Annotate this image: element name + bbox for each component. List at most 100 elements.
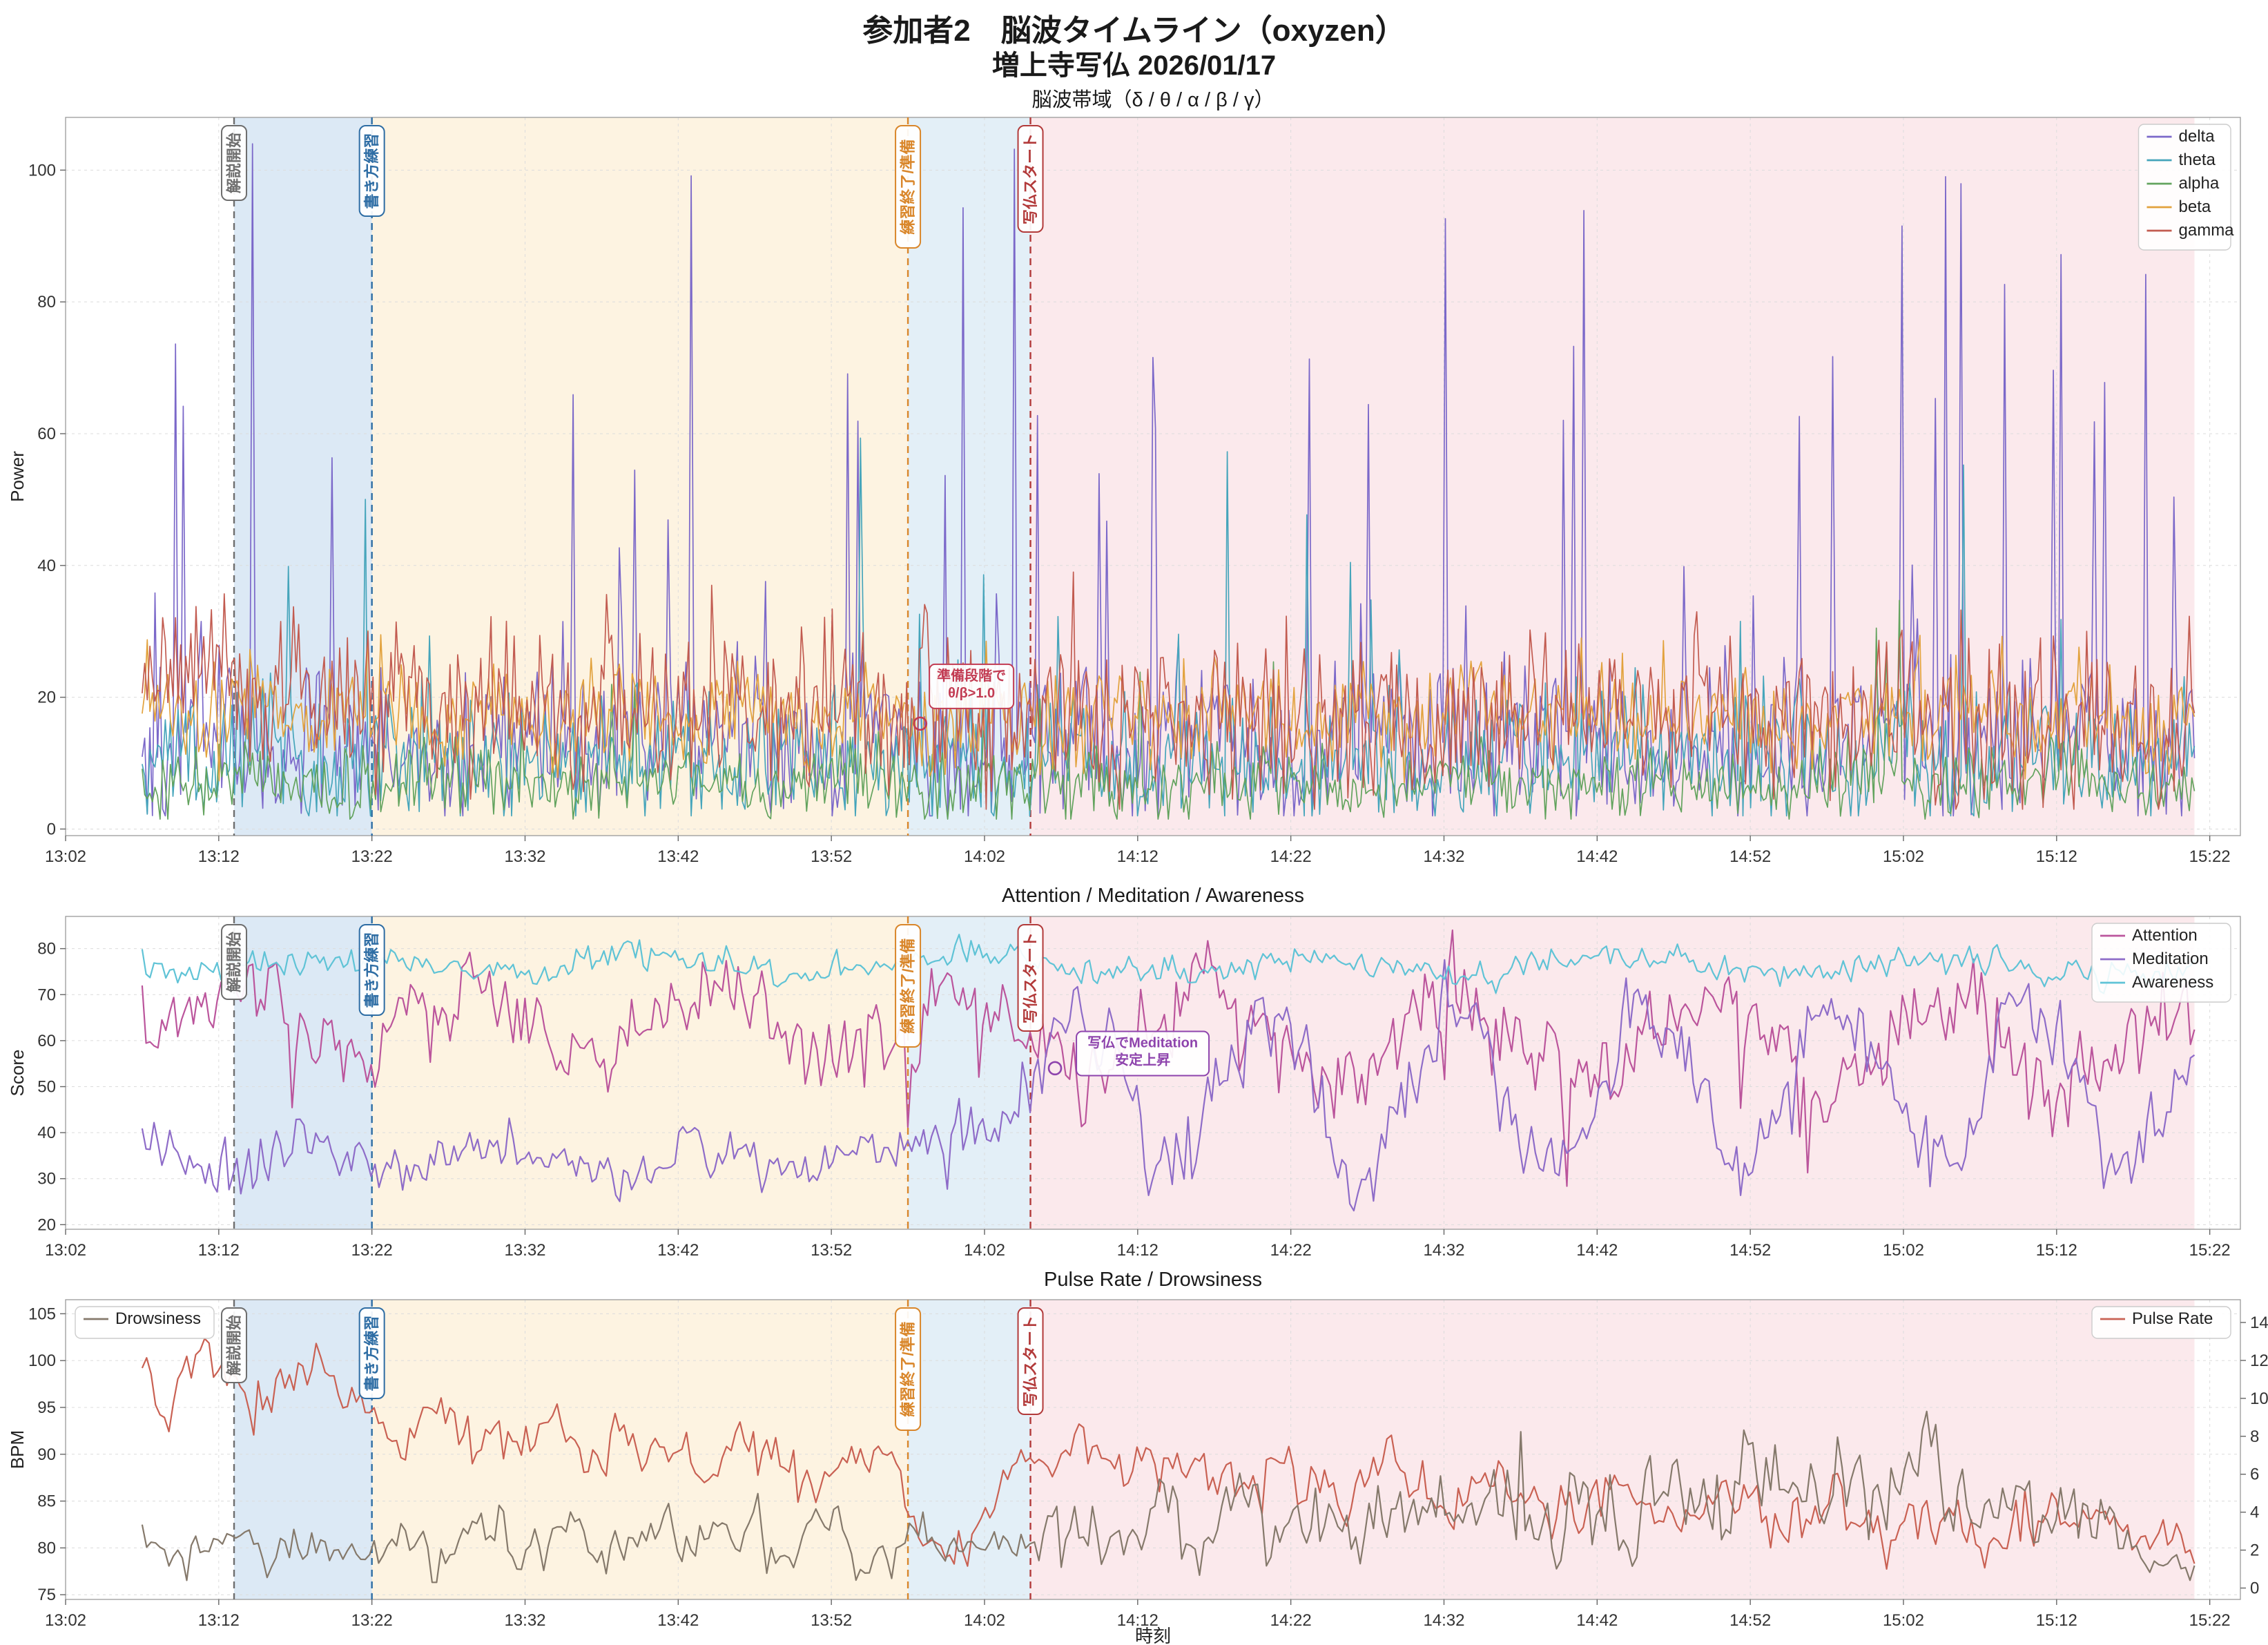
y-tick-label: 90 bbox=[37, 1445, 56, 1464]
series-line-theta bbox=[142, 437, 2196, 817]
phase-label-text: 解説開始 bbox=[226, 133, 243, 193]
y-right-tick-label: 10 bbox=[2250, 1389, 2268, 1408]
x-tick-label: 13:02 bbox=[45, 1241, 86, 1260]
phase-label-text: 写仏スタート bbox=[1022, 1316, 1039, 1407]
y-tick-label: 80 bbox=[37, 1539, 56, 1557]
phase-label: 解説開始 bbox=[221, 924, 248, 1000]
y-tick-label: 40 bbox=[37, 1124, 56, 1142]
y-tick-label: 95 bbox=[37, 1398, 56, 1417]
phase-label-text: 解説開始 bbox=[226, 1315, 243, 1376]
x-axis-title: 時刻 bbox=[1135, 1626, 1171, 1645]
legend-label: Pulse Rate bbox=[2132, 1309, 2213, 1328]
subplot-title: Pulse Rate / Drowsiness bbox=[1044, 1269, 1262, 1291]
phase-label-text: 練習終了/準備 bbox=[900, 1321, 917, 1416]
phase-label: 写仏スタート bbox=[1017, 125, 1044, 233]
phase-label: 練習終了/準備 bbox=[895, 1307, 922, 1431]
x-tick-label: 14:12 bbox=[1117, 847, 1159, 866]
phase-label-text: 書き方練習 bbox=[363, 932, 380, 1008]
x-tick-label: 15:12 bbox=[2036, 847, 2077, 866]
x-tick-label: 13:32 bbox=[504, 1611, 545, 1630]
annotation-callout: 準備段階で θ/β>1.0 bbox=[929, 663, 1015, 709]
x-tick-label: 15:02 bbox=[1883, 847, 1924, 866]
annotation-text: 安定上昇 bbox=[1115, 1052, 1170, 1068]
x-tick-label: 13:12 bbox=[198, 847, 240, 866]
x-tick-label: 13:22 bbox=[351, 847, 393, 866]
phase-regions bbox=[234, 1300, 2195, 1599]
x-tick-label: 14:32 bbox=[1423, 1241, 1464, 1260]
x-tick-label: 13:52 bbox=[811, 1611, 852, 1630]
y-right-tick-label: 12 bbox=[2250, 1351, 2268, 1370]
x-tick-label: 14:22 bbox=[1270, 1611, 1312, 1630]
series-line-Drowsiness bbox=[141, 1410, 2196, 1584]
phase-label-text: 写仏スタート bbox=[1022, 133, 1039, 224]
annotation-text: 写仏でMeditation bbox=[1087, 1035, 1198, 1051]
legend-box: Pulse Rate bbox=[2091, 1306, 2231, 1339]
main-title: 参加者2 脳波タイムライン（oxyzen） bbox=[862, 14, 1406, 48]
phase-label: 写仏スタート bbox=[1017, 924, 1044, 1032]
x-tick-label: 14:42 bbox=[1576, 1241, 1618, 1260]
x-tick-label: 15:22 bbox=[2189, 1611, 2231, 1630]
main-subtitle: 増上寺写仏 2026/01/17 bbox=[991, 50, 1277, 81]
phase-label-text: 書き方練習 bbox=[363, 133, 380, 209]
phase-label-text: 書き方練習 bbox=[363, 1315, 380, 1391]
x-tick-label: 13:22 bbox=[351, 1611, 393, 1630]
y-right-tick-label: 2 bbox=[2250, 1541, 2259, 1560]
eeg-band-chart-panel: 準備段階で θ/β>1.0 解説開始 書き方練習 練習終了/準備 写仏スタート delta t… bbox=[0, 81, 2268, 879]
y-tick-label: 20 bbox=[37, 689, 56, 707]
x-tick-label: 13:12 bbox=[198, 1611, 240, 1630]
phase-label: 写仏スタート bbox=[1017, 1307, 1044, 1415]
phase-region bbox=[234, 1300, 372, 1599]
y-tick-label: 30 bbox=[37, 1170, 56, 1189]
legend-box: delta theta alpha beta gamma bbox=[2138, 124, 2234, 251]
y-tick-label: 0 bbox=[47, 820, 56, 838]
phase-regions bbox=[234, 117, 2195, 836]
y-tick-label: 40 bbox=[37, 557, 56, 575]
plot-frame bbox=[65, 117, 2241, 836]
x-tick-label: 15:02 bbox=[1883, 1241, 1924, 1260]
x-tick-label: 14:32 bbox=[1423, 847, 1464, 866]
phase-label: 解説開始 bbox=[221, 1307, 248, 1383]
phase-region bbox=[908, 916, 1031, 1229]
x-tick-label: 13:02 bbox=[45, 1611, 86, 1630]
y-right-tick-label: 0 bbox=[2250, 1579, 2259, 1598]
x-tick-label: 13:02 bbox=[45, 847, 86, 866]
x-tick-label: 14:22 bbox=[1270, 1241, 1312, 1260]
series-group bbox=[142, 143, 2196, 820]
legend-label: Drowsiness bbox=[115, 1309, 201, 1328]
x-tick-label: 14:02 bbox=[964, 1241, 1005, 1260]
phase-label: 書き方練習 bbox=[358, 924, 385, 1016]
phase-label: 練習終了/準備 bbox=[895, 125, 922, 249]
annotation-text: 準備段階で bbox=[937, 667, 1006, 684]
attention-meditation-chart-panel: 写仏でMeditation 安定上昇 解説開始 書き方練習 練習終了/準備 写仏スタート A… bbox=[0, 876, 2268, 1267]
y-tick-label: 80 bbox=[37, 940, 56, 959]
subplot-title: Attention / Meditation / Awareness bbox=[1002, 885, 1304, 907]
x-tick-label: 14:22 bbox=[1270, 847, 1312, 866]
phase-region bbox=[1030, 1300, 2195, 1599]
legend-label: Awareness bbox=[2132, 973, 2213, 992]
x-tick-label: 14:42 bbox=[1576, 1611, 1618, 1630]
y-tick-label: 85 bbox=[37, 1492, 56, 1511]
x-tick-label: 13:42 bbox=[657, 1611, 699, 1630]
x-tick-label: 14:32 bbox=[1423, 1611, 1464, 1630]
annotation-text: θ/β>1.0 bbox=[948, 686, 995, 701]
series-line-Awareness bbox=[141, 934, 2196, 994]
legend-box: Drowsiness bbox=[75, 1306, 215, 1339]
y-right-tick-label: 4 bbox=[2250, 1503, 2259, 1522]
pulse-drowsiness-chart-panel: 解説開始 書き方練習 練習終了/準備 写仏スタート Drowsiness Pulse Ra… bbox=[0, 1264, 2268, 1645]
x-tick-label: 14:12 bbox=[1117, 1611, 1159, 1630]
x-tick-label: 14:52 bbox=[1729, 1241, 1771, 1260]
legend-label: beta bbox=[2179, 198, 2211, 216]
phase-label-text: 解説開始 bbox=[226, 932, 243, 992]
y-tick-label: 20 bbox=[37, 1215, 56, 1234]
y-tick-label: 60 bbox=[37, 425, 56, 443]
y-tick-label: 105 bbox=[28, 1305, 56, 1323]
x-tick-label: 14:42 bbox=[1576, 847, 1618, 866]
series-line-alpha bbox=[142, 599, 2196, 820]
phase-region bbox=[371, 916, 909, 1229]
x-tick-label: 14:02 bbox=[964, 1611, 1005, 1630]
y-tick-label: 75 bbox=[37, 1586, 56, 1604]
phase-label-text: 練習終了/準備 bbox=[900, 139, 917, 234]
legend-label: Attention bbox=[2132, 926, 2198, 945]
x-tick-label: 13:32 bbox=[504, 847, 545, 866]
